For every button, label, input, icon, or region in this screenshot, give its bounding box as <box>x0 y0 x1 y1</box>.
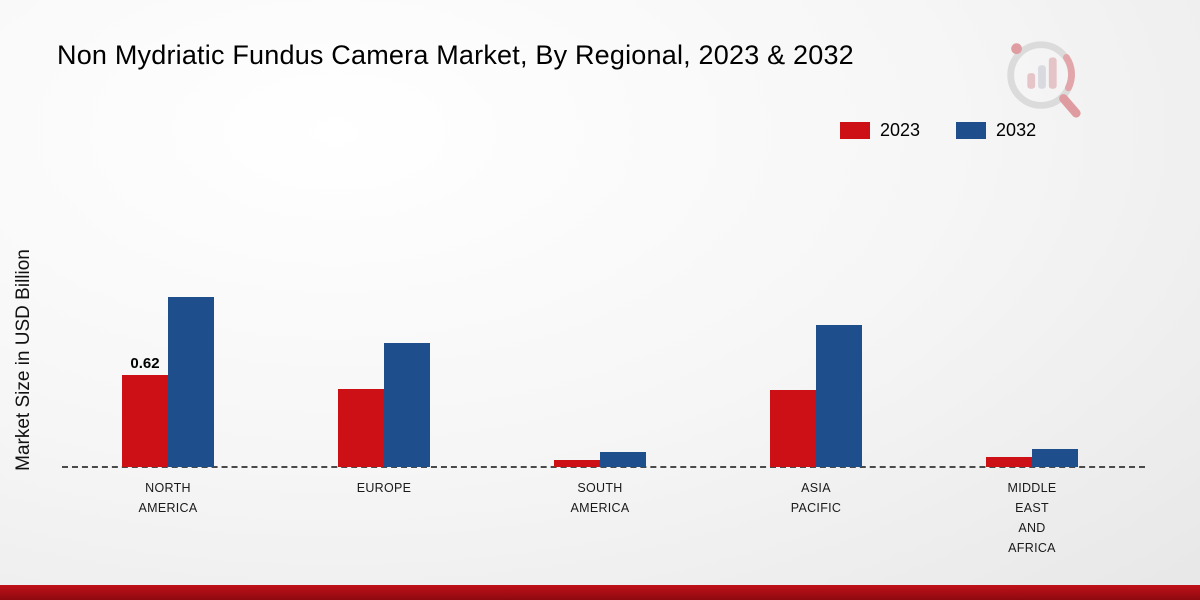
bar-group-middle-east-and-africa <box>986 449 1078 467</box>
legend-label-2032: 2032 <box>996 120 1037 140</box>
bar-2023-asia-pacific <box>770 390 816 467</box>
legend-item-2023: 2023 <box>840 120 920 141</box>
bar-2023-middle-east-and-africa <box>986 457 1032 467</box>
category-label-south-america: SOUTH AMERICA <box>570 481 630 515</box>
legend-label-2023: 2023 <box>880 120 921 140</box>
bar-2032-asia-pacific <box>816 325 862 467</box>
legend-swatch-2032 <box>956 122 987 139</box>
x-axis-baseline <box>62 466 1145 468</box>
bar-2023-europe <box>338 389 384 467</box>
bar-2032-south-america <box>600 452 646 467</box>
category-label-middle-east-and-africa: MIDDLE EAST AND AFRICA <box>1007 481 1057 555</box>
brand-logo-watermark <box>1007 41 1081 118</box>
page-title: Non Mydriatic Fundus Camera Market, By R… <box>57 40 854 70</box>
category-label-north-america: NORTH AMERICA <box>138 481 198 515</box>
bar-group-europe <box>338 343 430 467</box>
bar-group-south-america <box>554 452 646 467</box>
category-label-europe: EUROPE <box>356 481 412 495</box>
bar-group-north-america: 0.62 <box>122 297 214 467</box>
plot-area: 0.62 <box>60 217 1140 467</box>
footer-accent-bar <box>0 585 1200 600</box>
legend-item-2032: 2032 <box>956 120 1036 141</box>
y-axis-label: Market Size in USD Billion <box>13 249 34 471</box>
chart-legend: 2023 2032 <box>840 120 1036 141</box>
bar-2023-north-america: 0.62 <box>122 355 168 467</box>
bar-2032-north-america <box>168 297 214 467</box>
bar-value-label-2023-north-america: 0.62 <box>130 355 160 372</box>
bar-2032-europe <box>384 343 430 467</box>
bar-2023-south-america <box>554 460 600 467</box>
bar-group-asia-pacific <box>770 325 862 467</box>
legend-swatch-2023 <box>840 122 870 139</box>
category-label-asia-pacific: ASIA PACIFIC <box>790 481 842 515</box>
bar-2032-middle-east-and-africa <box>1032 449 1078 467</box>
